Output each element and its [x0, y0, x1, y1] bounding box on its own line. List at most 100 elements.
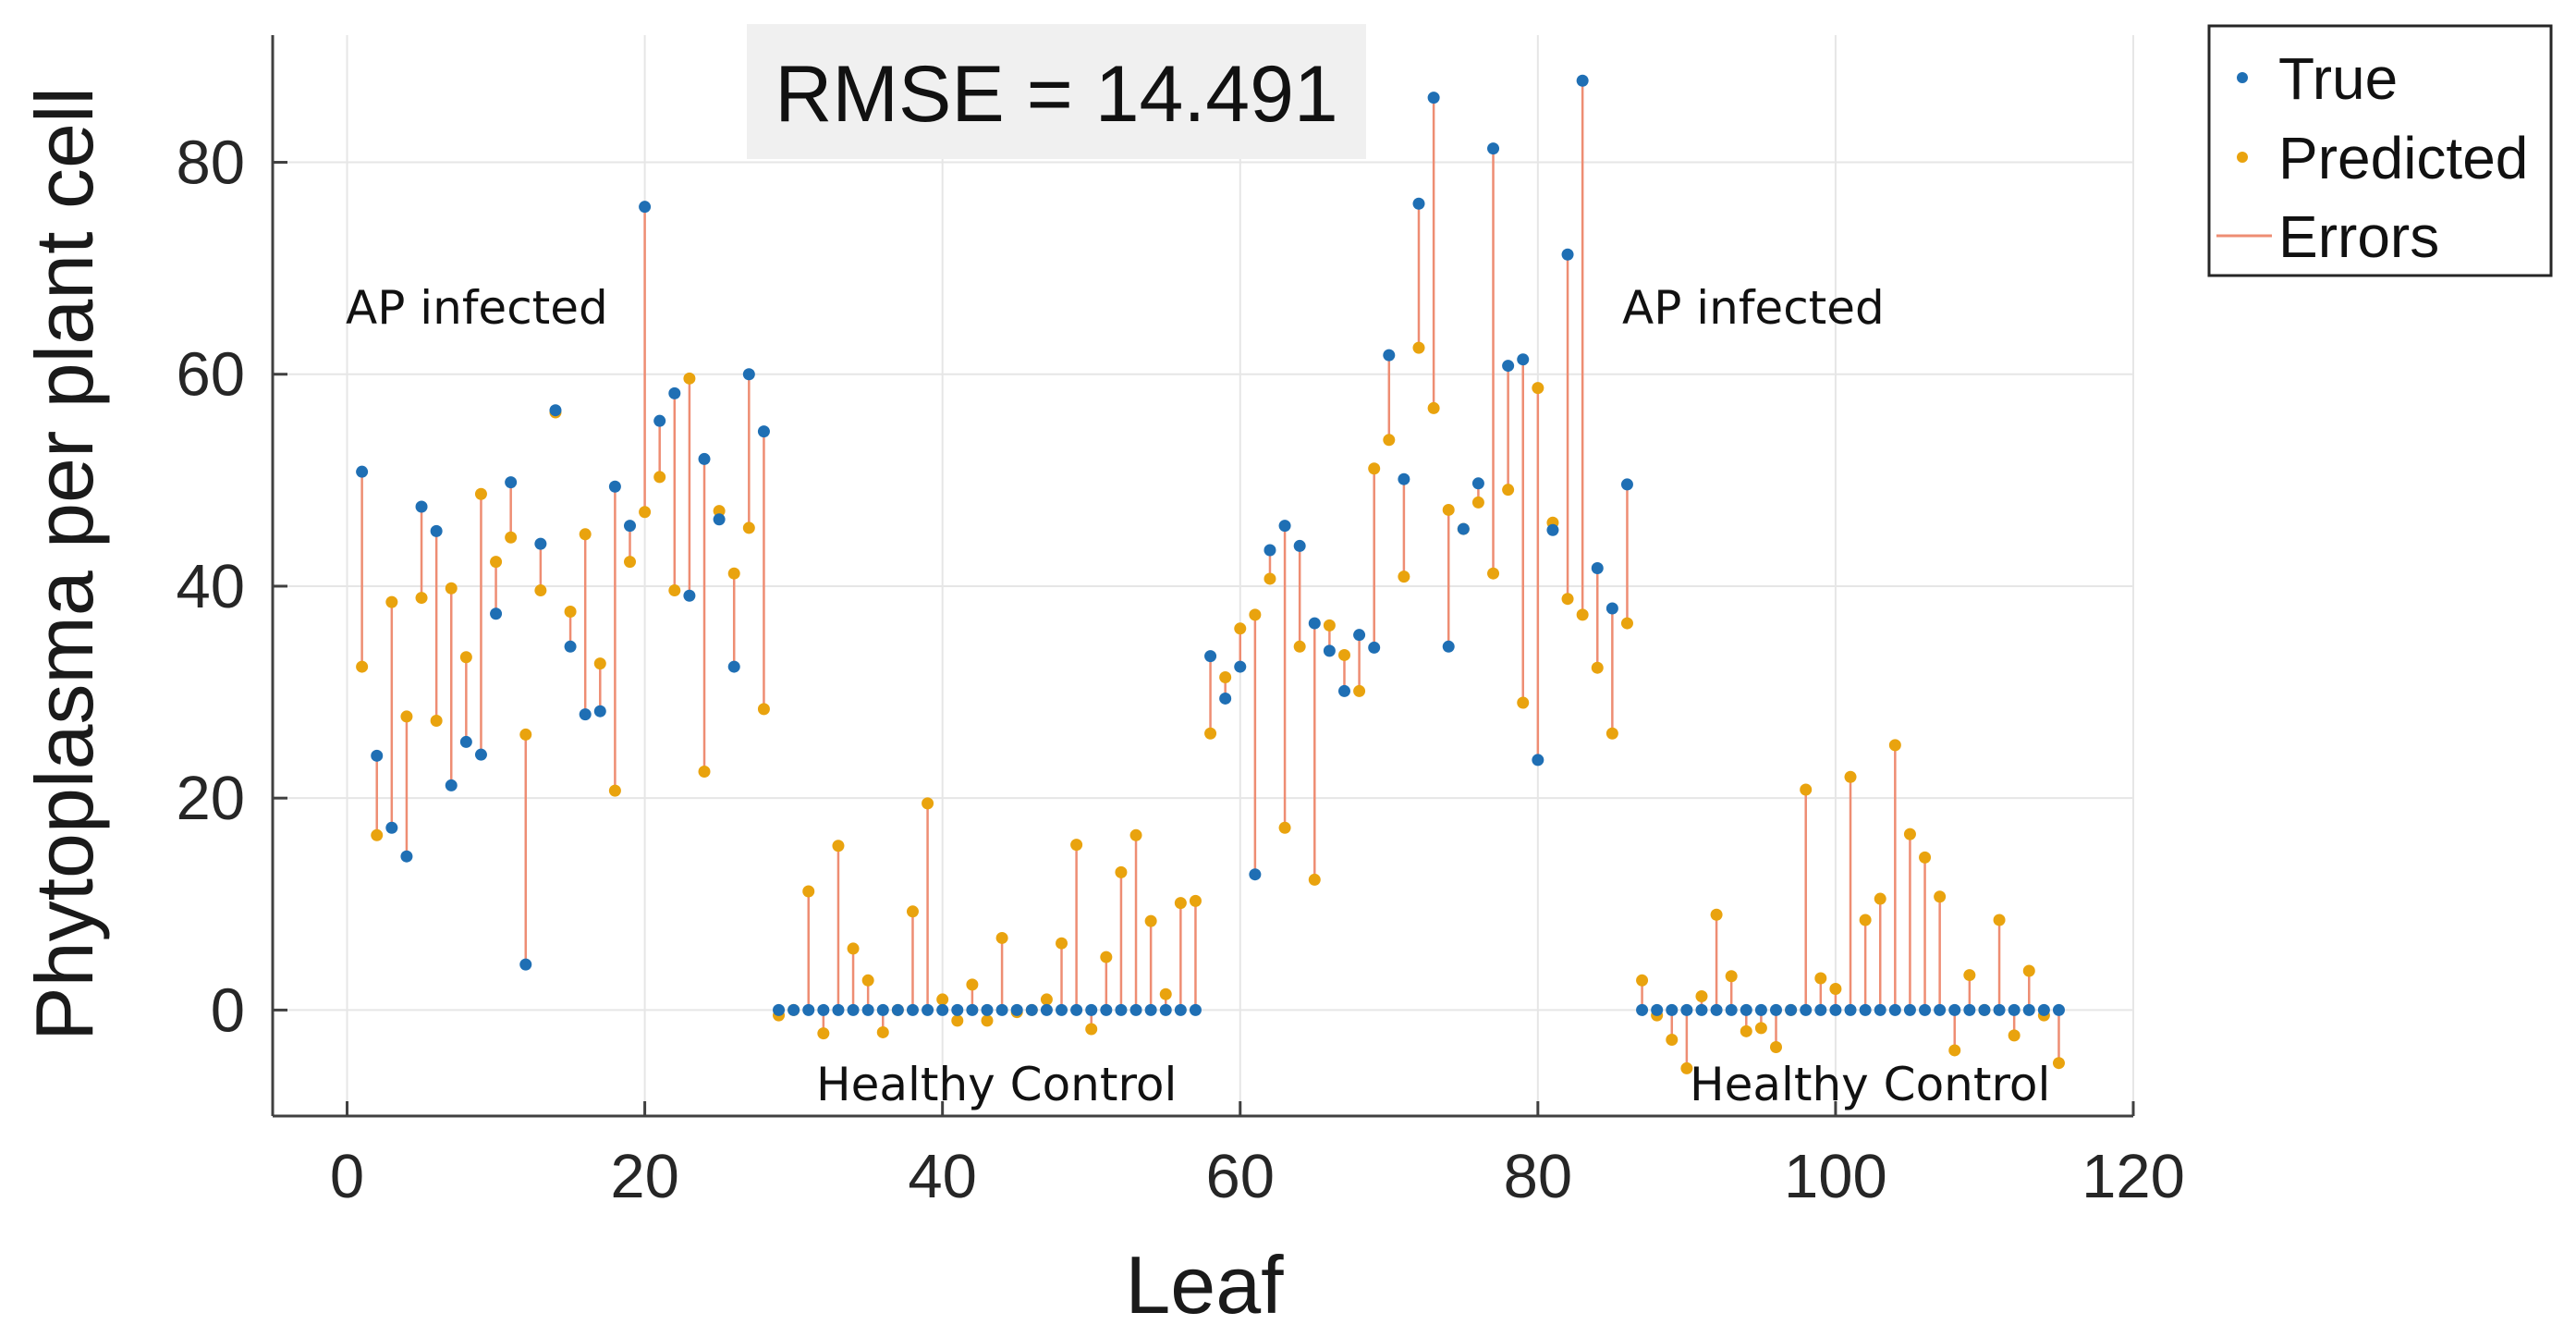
true-point — [832, 1003, 845, 1016]
predicted-point — [415, 592, 428, 605]
predicted-point — [639, 506, 652, 519]
predicted-point — [951, 1014, 964, 1027]
true-point — [1785, 1003, 1798, 1016]
true-point — [876, 1003, 889, 1016]
x-tick-label: 20 — [610, 1142, 679, 1211]
predicted-point — [832, 840, 845, 852]
legend-true-marker — [2237, 72, 2248, 83]
true-point — [1620, 478, 1633, 491]
predicted-point — [505, 531, 518, 544]
true-point — [1517, 353, 1530, 366]
true-point — [1680, 1003, 1693, 1016]
true-point — [1800, 1003, 1813, 1016]
true-point — [1085, 1003, 1098, 1016]
true-point — [1398, 472, 1410, 485]
true-point — [1471, 477, 1484, 490]
predicted-point — [668, 584, 681, 597]
predicted-point — [1442, 503, 1455, 516]
true-point — [1993, 1003, 2006, 1016]
predicted-point — [1680, 1061, 1693, 1074]
true-point — [1457, 522, 1470, 535]
true-point — [847, 1003, 860, 1016]
predicted-point — [400, 710, 413, 723]
rmse-box-background — [747, 24, 1366, 159]
predicted-point — [1100, 951, 1113, 963]
predicted-point — [1174, 897, 1187, 910]
true-point — [817, 1003, 830, 1016]
y-tick-label: 40 — [176, 552, 245, 621]
true-point — [1948, 1003, 1961, 1016]
predicted-point — [1605, 727, 1618, 740]
predicted-point — [742, 521, 755, 534]
true-point — [1487, 142, 1500, 155]
legend-box — [2207, 24, 2553, 277]
true-point — [951, 1003, 964, 1016]
predicted-point — [608, 784, 621, 797]
predicted-point — [1471, 496, 1484, 509]
predicted-point — [371, 828, 384, 841]
x-tick-label: 40 — [908, 1142, 977, 1211]
predicted-point — [579, 528, 592, 541]
predicted-point — [922, 797, 934, 810]
x-axis-title: Leaf — [1125, 1239, 1284, 1331]
true-point — [1353, 629, 1366, 642]
true-point — [505, 476, 518, 489]
true-point — [1859, 1003, 1872, 1016]
predicted-point — [1874, 892, 1886, 905]
true-point — [593, 705, 606, 718]
true-point — [1591, 561, 1604, 574]
annotation-ap-infected-2: AP infected — [1622, 281, 1885, 335]
annotation-healthy-control-1: Healthy Control — [816, 1058, 1177, 1111]
predicted-point — [1278, 821, 1291, 834]
predicted-point — [2052, 1057, 2065, 1070]
predicted-point — [1308, 873, 1321, 886]
predicted-point — [1398, 570, 1410, 583]
predicted-point — [1934, 890, 1947, 903]
true-point — [1934, 1003, 1947, 1016]
true-point — [1308, 617, 1321, 630]
true-point — [1204, 650, 1217, 663]
predicted-point — [847, 942, 860, 955]
true-point — [608, 480, 621, 493]
predicted-point — [1725, 970, 1738, 983]
predicted-point — [1740, 1024, 1752, 1037]
predicted-point — [1189, 894, 1202, 907]
true-point — [579, 708, 592, 721]
true-point — [415, 500, 428, 513]
predicted-point — [727, 567, 740, 580]
predicted-point — [1963, 969, 1976, 982]
predicted-point — [1293, 640, 1306, 653]
predicted-point — [1948, 1044, 1961, 1057]
predicted-point — [1412, 341, 1425, 354]
true-point — [1323, 644, 1336, 657]
predicted-point — [1383, 434, 1396, 447]
predicted-point — [1337, 648, 1350, 661]
predicted-point — [802, 885, 815, 898]
true-point — [2052, 1003, 2065, 1016]
true-point — [653, 414, 666, 427]
predicted-point — [1144, 914, 1157, 927]
true-point — [1442, 640, 1455, 653]
true-point — [1427, 92, 1440, 104]
true-point — [1829, 1003, 1842, 1016]
predicted-point — [564, 605, 577, 618]
predicted-point — [1234, 622, 1247, 635]
true-point — [802, 1003, 815, 1016]
predicted-point — [1695, 989, 1708, 1002]
true-point — [1337, 684, 1350, 697]
predicted-point — [1427, 401, 1440, 414]
true-point — [1010, 1003, 1023, 1016]
x-tick-labels: 0 20 40 60 80 100 120 — [330, 1142, 2185, 1211]
rmse-label: RMSE = 14.491 — [775, 50, 1338, 139]
predicted-point — [1829, 982, 1842, 995]
true-point — [1576, 74, 1589, 87]
true-point — [1725, 1003, 1738, 1016]
legend-predicted-label: Predicted — [2278, 125, 2528, 191]
true-point — [2022, 1003, 2035, 1016]
true-point — [1025, 1003, 1038, 1016]
true-point — [1651, 1003, 1664, 1016]
true-point — [936, 1003, 949, 1016]
predicted-point — [817, 1027, 830, 1040]
true-series — [356, 74, 2065, 1016]
